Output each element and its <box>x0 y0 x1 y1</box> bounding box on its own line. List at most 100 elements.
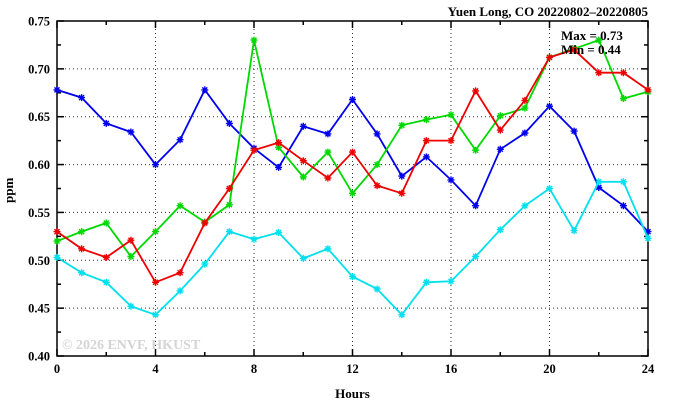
data-point-marker <box>398 172 406 180</box>
data-point-marker <box>176 202 184 210</box>
data-point-marker <box>152 161 159 169</box>
min-annotation: Min = 0.44 <box>561 42 621 57</box>
data-point-marker <box>299 122 307 130</box>
data-point-marker <box>225 228 233 236</box>
data-point-marker <box>644 228 652 236</box>
watermark: © 2026 ENVF, HKUST <box>62 338 201 353</box>
y-tick-label: 0.45 <box>28 302 50 316</box>
series-red-markers <box>53 46 652 286</box>
data-point-marker <box>102 253 110 261</box>
data-point-marker <box>447 176 455 184</box>
data-point-marker <box>78 94 86 102</box>
data-point-marker <box>644 86 652 94</box>
data-point-marker <box>102 278 110 286</box>
data-point-marker <box>619 95 627 102</box>
data-point-marker <box>53 253 61 261</box>
data-point-marker <box>78 269 86 277</box>
data-point-marker <box>472 146 480 154</box>
data-point-marker <box>152 228 159 236</box>
data-point-marker <box>595 36 603 44</box>
data-point-marker <box>521 202 529 210</box>
data-point-marker <box>127 128 135 136</box>
data-point-marker <box>275 143 283 151</box>
y-tick-label: 0.75 <box>28 15 50 29</box>
data-point-marker <box>496 126 504 134</box>
data-point-marker <box>324 148 332 156</box>
data-point-marker <box>299 157 307 165</box>
data-point-marker <box>595 178 603 186</box>
data-point-marker <box>447 111 455 119</box>
data-point-marker <box>546 102 553 110</box>
data-point-marker <box>225 119 233 127</box>
data-point-marker <box>349 148 356 156</box>
data-point-marker <box>447 277 455 285</box>
data-point-marker <box>619 202 627 210</box>
data-point-marker <box>201 86 209 94</box>
data-point-marker <box>595 184 603 191</box>
data-point-marker <box>78 245 86 253</box>
data-point-marker <box>275 139 283 147</box>
data-point-marker <box>373 161 381 169</box>
data-point-marker <box>250 36 258 44</box>
data-point-marker <box>201 219 209 227</box>
data-point-marker <box>250 235 258 243</box>
data-point-marker <box>127 302 135 310</box>
data-point-marker <box>324 130 332 138</box>
x-tick-label: 8 <box>251 362 257 376</box>
data-point-marker <box>176 287 184 295</box>
y-axis-label: ppm <box>1 177 16 203</box>
data-point-marker <box>422 116 430 124</box>
data-point-marker <box>78 228 86 236</box>
data-point-marker <box>275 163 283 171</box>
series-cyan-markers <box>53 178 652 319</box>
y-tick-label: 0.40 <box>28 350 50 364</box>
series-cyan <box>53 178 652 319</box>
series-blue-markers <box>53 86 652 236</box>
data-point-marker <box>225 201 233 209</box>
series-blue-line <box>56 88 649 233</box>
data-point-marker <box>422 278 430 286</box>
data-point-marker <box>349 96 356 103</box>
plot-frame <box>56 20 649 357</box>
data-point-marker <box>299 173 307 181</box>
data-point-marker <box>472 202 480 210</box>
data-point-marker <box>250 146 258 154</box>
data-point-marker <box>127 253 135 260</box>
data-point-marker <box>496 226 504 234</box>
data-point-marker <box>53 86 61 94</box>
y-tick-label: 0.65 <box>28 110 50 124</box>
data-point-marker <box>422 137 430 145</box>
y-tick-label: 0.60 <box>28 158 50 172</box>
data-point-marker <box>521 96 529 104</box>
data-point-marker <box>398 121 406 129</box>
data-point-marker <box>546 53 553 61</box>
tick-labels: 0.40 0.45 0.50 0.55 0.60 0.65 0.70 0.75 0 4 8 12 16 2… <box>28 15 655 377</box>
data-point-marker <box>127 236 135 244</box>
max-annotation: Max = 0.73 <box>561 28 623 43</box>
data-point-marker <box>472 87 480 95</box>
data-point-marker <box>472 253 480 260</box>
data-point-marker <box>398 189 406 197</box>
grid <box>57 21 648 356</box>
data-point-marker <box>398 311 406 319</box>
data-point-marker <box>349 189 356 197</box>
data-point-marker <box>619 69 627 77</box>
series-green-line <box>56 38 649 258</box>
data-point-marker <box>201 260 209 268</box>
y-tick-label: 0.70 <box>28 62 50 76</box>
data-point-marker <box>373 182 381 190</box>
data-point-marker <box>521 129 529 137</box>
data-point-marker <box>152 311 159 319</box>
data-point-marker <box>176 136 184 144</box>
data-point-marker <box>102 119 110 127</box>
data-point-marker <box>496 145 504 153</box>
data-point-marker <box>595 69 603 77</box>
data-point-marker <box>299 254 307 262</box>
data-point-marker <box>570 46 578 54</box>
series-blue <box>53 86 652 236</box>
data-point-marker <box>447 137 455 145</box>
data-point-marker <box>349 273 356 281</box>
data-point-marker <box>570 127 578 135</box>
